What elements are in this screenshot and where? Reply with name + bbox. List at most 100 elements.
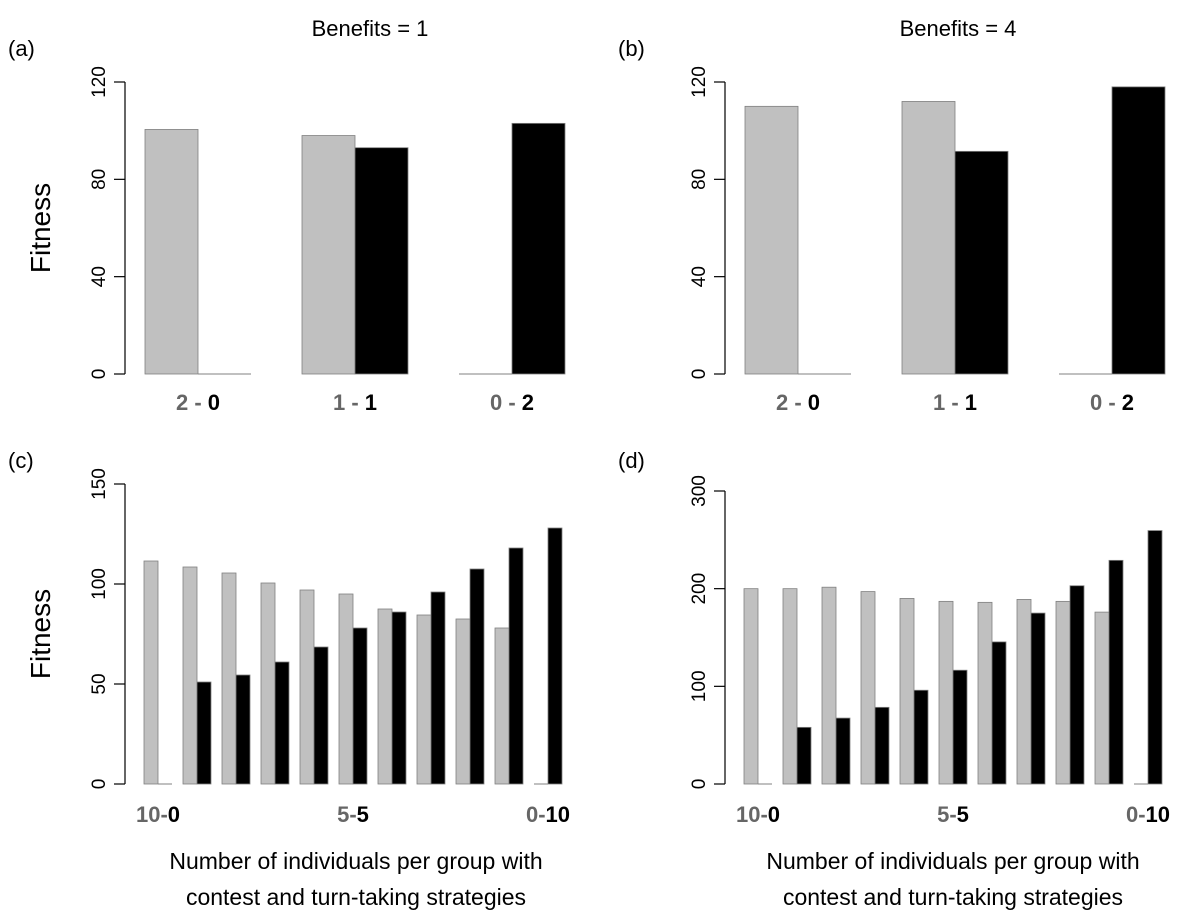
contest-count: 10 (136, 802, 160, 827)
category-label: 2 - 0 (176, 390, 220, 415)
category-label: 5-5 (937, 802, 969, 827)
category-label: 1 - 1 (933, 390, 977, 415)
separator: - (945, 390, 965, 415)
turn-taking-bar (511, 122, 566, 375)
contest-bar (860, 591, 876, 785)
chart-title: Benefits = 1 (312, 16, 429, 41)
x-axis-label-line-2: contest and turn-taking strategies (186, 884, 526, 910)
panel-label: (d) (618, 448, 645, 473)
category-label: 5-5 (337, 802, 369, 827)
turn-taking-count: 10 (1146, 802, 1170, 827)
contest-count: 1 (933, 390, 945, 415)
turn-taking-bar (1030, 612, 1046, 785)
contest-bar (377, 608, 393, 785)
category-label: 1 - 1 (333, 390, 377, 415)
y-tick-label: 300 (689, 475, 710, 507)
turn-taking-count: 0 (768, 802, 780, 827)
y-tick-label: 0 (689, 779, 710, 790)
category-label: 10-0 (136, 802, 180, 827)
separator: - (345, 390, 365, 415)
y-axis-label: Fitness (25, 589, 56, 679)
separator: - (349, 802, 356, 827)
contest-bar (221, 572, 237, 785)
separator: - (1102, 390, 1122, 415)
contest-bar (143, 560, 159, 785)
contest-bar (260, 582, 276, 785)
y-tick-label: 120 (89, 66, 110, 98)
contest-bar (182, 566, 198, 785)
turn-taking-count: 2 (1122, 390, 1134, 415)
contest-bar (821, 586, 837, 785)
contest-count: 0 (526, 802, 538, 827)
turn-taking-bar (274, 661, 290, 785)
category-label: 0 - 2 (490, 390, 534, 415)
separator: - (949, 802, 956, 827)
contest-count: 2 (176, 390, 188, 415)
turn-taking-count: 2 (522, 390, 534, 415)
category-label: 0-10 (1126, 802, 1170, 827)
contest-bar (938, 600, 954, 785)
turn-taking-bar (954, 150, 1009, 375)
contest-count: 0 (490, 390, 502, 415)
contest-bar (901, 101, 956, 375)
panel-label: (a) (8, 36, 35, 61)
contest-bar (338, 593, 354, 785)
contest-bar (1016, 599, 1032, 785)
turn-taking-bar (796, 726, 812, 785)
turn-taking-bar (313, 646, 329, 785)
contest-bar (301, 135, 356, 375)
contest-bar (1055, 600, 1071, 785)
turn-taking-count: 5 (957, 802, 969, 827)
separator: - (188, 390, 208, 415)
contest-count: 5 (337, 802, 349, 827)
y-tick-label: 100 (689, 670, 710, 702)
contest-bar (299, 589, 315, 785)
y-tick-label: 40 (89, 266, 110, 287)
y-tick-label: 80 (689, 169, 710, 190)
contest-bar (494, 627, 510, 785)
turn-taking-bar (196, 681, 212, 785)
x-axis-label-line-1: Number of individuals per group with (169, 848, 542, 874)
contest-bar (977, 601, 993, 785)
y-tick-label: 50 (89, 673, 110, 694)
turn-taking-count: 1 (365, 390, 377, 415)
turn-taking-bar (991, 641, 1007, 785)
turn-taking-bar (874, 706, 890, 785)
x-axis-label-line-2: contest and turn-taking strategies (783, 884, 1123, 910)
contest-bar (416, 614, 432, 785)
contest-bar (744, 105, 799, 375)
turn-taking-bar (1108, 559, 1124, 785)
category-label: 10-0 (736, 802, 780, 827)
y-tick-label: 200 (689, 573, 710, 605)
y-tick-label: 120 (689, 66, 710, 98)
contest-bar (144, 129, 199, 375)
turn-taking-bar (508, 547, 524, 785)
contest-bar (743, 588, 759, 785)
panel-label: (b) (618, 36, 645, 61)
turn-taking-bar (952, 669, 968, 785)
turn-taking-bar (354, 147, 409, 375)
turn-taking-count: 0 (208, 390, 220, 415)
contest-count: 0 (1090, 390, 1102, 415)
turn-taking-bar (1069, 585, 1085, 785)
turn-taking-bar (430, 591, 446, 785)
separator: - (1138, 802, 1145, 827)
y-tick-label: 0 (689, 369, 710, 380)
separator: - (760, 802, 767, 827)
separator: - (538, 802, 545, 827)
turn-taking-bar (391, 611, 407, 785)
contest-count: 10 (736, 802, 760, 827)
category-label: 2 - 0 (776, 390, 820, 415)
turn-taking-bar (1147, 530, 1163, 785)
separator: - (502, 390, 522, 415)
turn-taking-count: 10 (546, 802, 570, 827)
contest-bar (899, 598, 915, 785)
contest-bar (455, 618, 471, 785)
separator: - (160, 802, 167, 827)
contest-count: 5 (937, 802, 949, 827)
